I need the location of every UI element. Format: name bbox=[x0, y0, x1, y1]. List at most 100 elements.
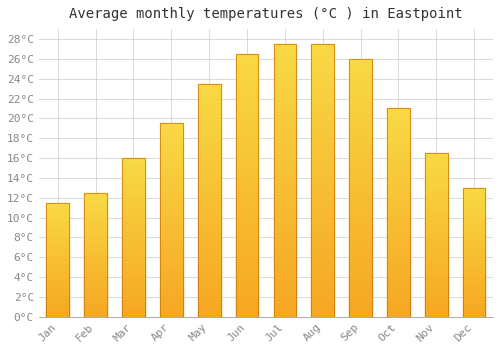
Bar bbox=[387, 267, 410, 269]
Bar bbox=[274, 232, 296, 235]
Bar bbox=[387, 177, 410, 179]
Bar bbox=[312, 259, 334, 262]
Bar bbox=[236, 306, 258, 309]
Bar bbox=[274, 142, 296, 145]
Bar bbox=[198, 188, 220, 191]
Bar bbox=[198, 193, 220, 196]
Bar bbox=[84, 217, 107, 219]
Bar bbox=[160, 204, 182, 206]
Bar bbox=[236, 264, 258, 267]
Bar bbox=[46, 209, 69, 211]
Bar bbox=[349, 255, 372, 258]
Bar bbox=[198, 88, 220, 91]
Bar bbox=[122, 174, 145, 175]
Bar bbox=[160, 233, 182, 236]
Bar bbox=[387, 233, 410, 236]
Bar bbox=[312, 159, 334, 161]
Bar bbox=[236, 122, 258, 125]
Bar bbox=[312, 145, 334, 148]
Bar bbox=[84, 301, 107, 302]
Bar bbox=[387, 198, 410, 200]
Bar bbox=[160, 228, 182, 230]
Bar bbox=[236, 285, 258, 288]
Bar bbox=[84, 255, 107, 256]
Bar bbox=[46, 289, 69, 290]
Bar bbox=[463, 199, 485, 201]
Bar bbox=[425, 212, 448, 214]
Bar bbox=[198, 235, 220, 238]
Bar bbox=[425, 174, 448, 176]
Bar bbox=[236, 277, 258, 280]
Bar bbox=[122, 223, 145, 225]
Bar bbox=[274, 308, 296, 312]
Bar bbox=[274, 123, 296, 126]
Bar bbox=[425, 196, 448, 197]
Bar bbox=[236, 169, 258, 172]
Bar bbox=[236, 88, 258, 91]
Bar bbox=[349, 268, 372, 270]
Bar bbox=[46, 212, 69, 213]
Bar bbox=[425, 303, 448, 305]
Bar bbox=[122, 214, 145, 215]
Bar bbox=[46, 309, 69, 310]
Bar bbox=[198, 112, 220, 114]
Bar bbox=[122, 274, 145, 275]
Bar bbox=[425, 268, 448, 270]
Bar bbox=[274, 101, 296, 104]
Bar bbox=[236, 243, 258, 246]
Bar bbox=[312, 213, 334, 216]
Bar bbox=[84, 225, 107, 226]
Bar bbox=[198, 151, 220, 154]
Bar bbox=[46, 244, 69, 245]
Bar bbox=[425, 276, 448, 278]
Bar bbox=[236, 238, 258, 240]
Bar bbox=[312, 68, 334, 71]
Bar bbox=[84, 194, 107, 195]
Bar bbox=[387, 190, 410, 192]
Bar bbox=[274, 55, 296, 58]
Bar bbox=[349, 162, 372, 164]
Bar bbox=[425, 256, 448, 258]
Bar bbox=[46, 297, 69, 299]
Bar bbox=[274, 148, 296, 150]
Bar bbox=[274, 268, 296, 271]
Bar bbox=[349, 203, 372, 206]
Bar bbox=[160, 268, 182, 270]
Bar bbox=[84, 251, 107, 252]
Bar bbox=[160, 168, 182, 170]
Bar bbox=[425, 164, 448, 166]
Bar bbox=[160, 187, 182, 189]
Bar bbox=[274, 90, 296, 93]
Bar bbox=[46, 243, 69, 244]
Bar bbox=[312, 183, 334, 186]
Bar bbox=[46, 296, 69, 297]
Bar bbox=[387, 131, 410, 133]
Bar bbox=[387, 208, 410, 211]
Bar bbox=[349, 141, 372, 144]
Bar bbox=[312, 246, 334, 248]
Bar bbox=[312, 88, 334, 90]
Bar bbox=[387, 273, 410, 275]
Bar bbox=[463, 255, 485, 256]
Bar bbox=[274, 47, 296, 49]
Bar bbox=[122, 177, 145, 179]
Bar bbox=[122, 261, 145, 263]
Bar bbox=[387, 238, 410, 240]
Bar bbox=[274, 257, 296, 259]
Bar bbox=[236, 91, 258, 93]
Bar bbox=[312, 77, 334, 79]
Bar bbox=[312, 177, 334, 180]
Bar bbox=[236, 267, 258, 270]
Bar bbox=[236, 185, 258, 188]
Bar bbox=[160, 303, 182, 305]
Bar bbox=[236, 162, 258, 164]
Bar bbox=[274, 85, 296, 88]
Bar bbox=[349, 288, 372, 291]
Bar bbox=[274, 235, 296, 238]
Bar bbox=[274, 238, 296, 240]
Bar bbox=[236, 67, 258, 70]
Bar bbox=[236, 96, 258, 99]
Bar bbox=[463, 238, 485, 239]
Bar bbox=[160, 206, 182, 209]
Bar bbox=[236, 235, 258, 238]
